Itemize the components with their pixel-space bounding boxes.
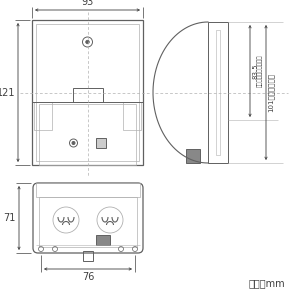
Text: 71: 71: [4, 213, 16, 223]
Bar: [186, 149, 200, 163]
Text: 76: 76: [82, 272, 94, 282]
Text: 101（取付寸法）: 101（取付寸法）: [268, 73, 274, 112]
Text: 83.5: 83.5: [252, 63, 258, 79]
Text: 単位：mm: 単位：mm: [248, 278, 285, 288]
Circle shape: [72, 142, 75, 145]
Bar: [123, 102, 141, 130]
Bar: [96, 235, 110, 245]
Bar: [39, 104, 136, 165]
Bar: [208, 22, 228, 163]
Bar: [216, 30, 220, 155]
Bar: [32, 20, 143, 165]
Bar: [83, 251, 93, 261]
Text: 121: 121: [0, 88, 15, 98]
Circle shape: [86, 40, 89, 44]
Text: （ボックス取付寸法）: （ボックス取付寸法）: [257, 55, 262, 87]
Bar: [36, 183, 140, 197]
Text: 93: 93: [81, 0, 94, 7]
Bar: [39, 197, 137, 247]
Bar: [36, 24, 139, 161]
Bar: [95, 138, 106, 148]
Bar: [34, 102, 52, 130]
Bar: [73, 88, 103, 102]
